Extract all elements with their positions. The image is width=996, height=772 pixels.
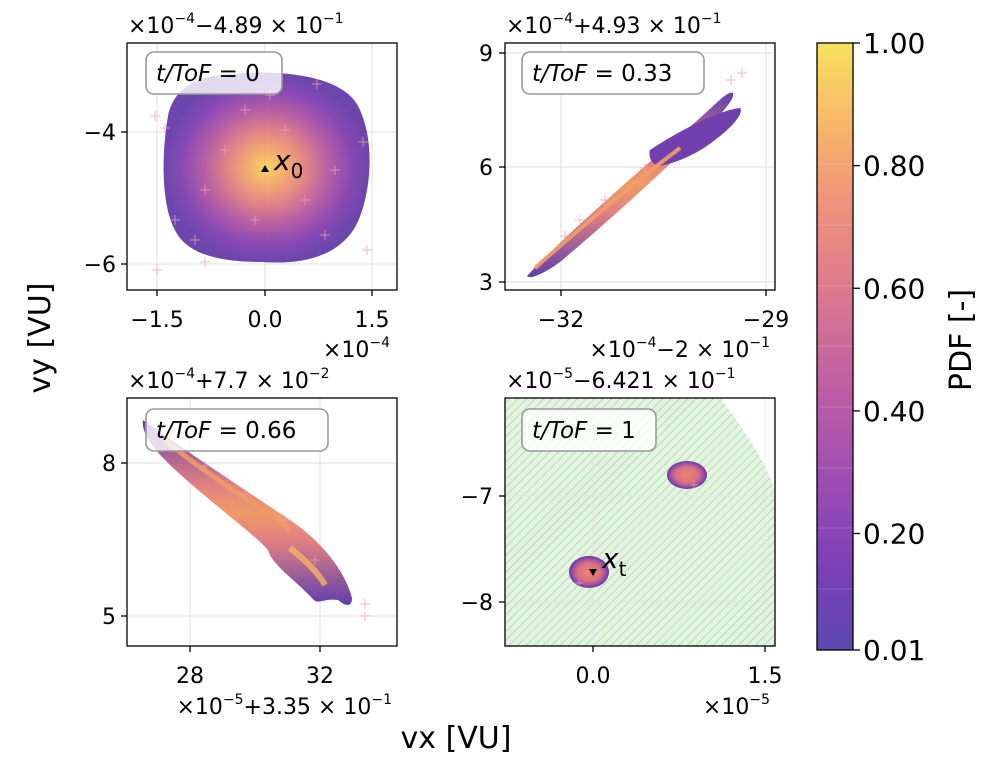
- panel-top-left-offset-label: ×10−4−4.89 × 10−1: [128, 11, 344, 39]
- panel-top-right-ytick-label: 9: [479, 42, 493, 67]
- panel-bottom-right-annotation: t/ToF = 1: [532, 418, 636, 444]
- panel-bottom-left-offset-label: ×10−4+7.7 × 10−2: [128, 366, 330, 394]
- panel-top-right: −32 −29 9 6 3 ×10−4+4.93 × 10−1 ×10−4−2 …: [479, 11, 789, 363]
- colorbar-level-lines: [817, 103, 853, 590]
- panel-bottom-left-samples: [200, 461, 370, 621]
- colorbar-tick-label: 0.60: [863, 272, 925, 305]
- panel-bottom-left: 28 32 8 5 ×10−4+7.7 × 10−2 ×10−5+3.35 × …: [102, 366, 398, 720]
- panel-top-left-x-multiplier: ×10−4: [323, 335, 390, 363]
- panel-top-left-annotation: t/ToF = 0: [156, 61, 260, 87]
- panel-top-right-ytick-label: 6: [479, 156, 493, 181]
- panel-bottom-left-ytick-label: 5: [102, 605, 116, 630]
- panel-bottom-right: 0.0 1.5 −7 −8 ×10−5−6.421 × 10−1 ×10−5 t…: [461, 366, 783, 720]
- panel-top-left-annotation-box: [145, 51, 283, 95]
- panel-bottom-right-target-label: xt: [601, 542, 627, 581]
- panel-top-right-xtick-label: −32: [538, 308, 584, 333]
- panel-bottom-right-annotation-box: [521, 408, 657, 452]
- colorbar-gradient: [817, 43, 853, 650]
- panel-top-left-pdf-contour: [163, 72, 370, 263]
- colorbar-tick-label: 0.40: [863, 395, 925, 428]
- panel-top-right-samples: [560, 68, 747, 241]
- panel-top-left-xtick-label: −1.5: [130, 308, 183, 333]
- panel-top-left-xtick-label: 1.5: [355, 308, 390, 333]
- panel-top-left-samples: [150, 79, 372, 275]
- panel-bottom-right-frame: [504, 397, 776, 647]
- colorbar-frame: [816, 42, 854, 651]
- panel-bottom-left-annotation: t/ToF = 0.66: [156, 418, 296, 444]
- colorbar-tick-label: 1.00: [863, 27, 925, 60]
- panel-top-right-x-offset-label: ×10−4−2 × 10−1: [589, 335, 770, 363]
- panel-bottom-left-x-offset-label: ×10−5+3.35 × 10−1: [176, 692, 392, 720]
- figure-ylabel: vy [VU]: [23, 283, 58, 394]
- colorbar: 1.00 0.80 0.60 0.40 0.20 0.01 PDF [-]: [816, 27, 979, 667]
- panel-top-right-xtick-label: −29: [743, 308, 789, 333]
- colorbar-tick-label: 0.20: [863, 518, 925, 551]
- panel-bottom-right-offset-label: ×10−5−6.421 × 10−1: [506, 366, 736, 394]
- panel-bottom-right-ytick-label: −8: [461, 591, 493, 616]
- panel-top-right-offset-label: ×10−4+4.93 × 10−1: [506, 11, 722, 39]
- panel-top-left-frame: [126, 42, 398, 291]
- panel-top-left-xtick-label: 0.0: [248, 308, 283, 333]
- panel-bottom-right-x-multiplier: ×10−5: [703, 692, 770, 720]
- colorbar-label: PDF [-]: [944, 289, 979, 391]
- panel-bottom-left-xtick-label: 32: [306, 664, 334, 689]
- panel-bottom-right-ytick-label: −7: [461, 485, 493, 510]
- panel-top-left: −1.5 0.0 1.5 −4 −6 ×10−4−4.89 × 10−1 ×10…: [84, 11, 398, 363]
- panel-top-left-ytick-label: −6: [84, 253, 116, 278]
- panel-bottom-left-ytick-label: 8: [102, 452, 116, 477]
- panel-bottom-right-target-marker: [589, 569, 597, 576]
- colorbar-tick-label: 0.01: [863, 634, 925, 667]
- panel-top-right-pdf-contour: [527, 92, 741, 278]
- panel-bottom-left-frame: [126, 397, 398, 647]
- figure-xlabel: vx [VU]: [401, 721, 512, 756]
- panel-bottom-right-xtick-label: 0.0: [576, 664, 611, 689]
- panel-top-left-mean-marker: [261, 165, 269, 172]
- panel-bottom-right-target-region: [505, 398, 775, 646]
- panel-top-right-annotation-box: [521, 51, 705, 95]
- panel-bottom-left-xtick-label: 28: [176, 664, 204, 689]
- panel-bottom-right-xtick-label: 1.5: [748, 664, 783, 689]
- colorbar-tick-label: 0.80: [863, 150, 925, 183]
- panel-top-right-annotation: t/ToF = 0.33: [532, 61, 672, 87]
- panel-bottom-right-samples: [575, 481, 698, 587]
- panel-top-right-ytick-label: 3: [479, 271, 493, 296]
- panel-bottom-left-annotation-box: [145, 408, 329, 452]
- panel-top-left-mean-label: x0: [273, 144, 303, 183]
- panel-top-left-ytick-label: −4: [84, 121, 116, 146]
